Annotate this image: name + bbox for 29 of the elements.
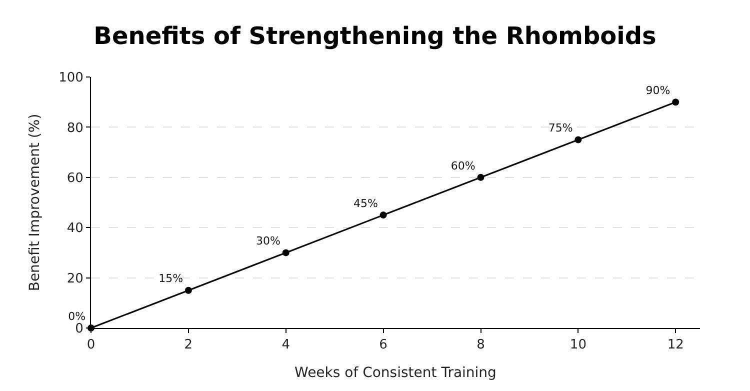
- y-axis-title: Benefit Improvement (%): [27, 114, 44, 292]
- x-tick-label: 0: [86, 338, 96, 353]
- data-label: 75%: [548, 122, 573, 135]
- point: [282, 249, 290, 256]
- y-tick-label: 20: [66, 271, 84, 286]
- point: [574, 136, 582, 144]
- y-tick-label: 40: [66, 221, 84, 236]
- x-tick-label: 8: [476, 338, 485, 353]
- point: [672, 98, 680, 106]
- data-label: 0%: [68, 310, 86, 323]
- data-label: 45%: [353, 196, 378, 210]
- x-tick-label: 12: [667, 338, 684, 353]
- y-tick-label: 100: [58, 70, 84, 86]
- y-tick-label: 80: [66, 120, 84, 136]
- x-tick-label: 4: [282, 338, 290, 353]
- data-label: 30%: [256, 234, 281, 248]
- chart-title: Benefits of Strengthening the Rhomboids: [94, 22, 656, 50]
- data-label: 60%: [450, 159, 476, 172]
- y-tick-label: 0: [75, 322, 84, 337]
- data-label: 90%: [646, 84, 670, 97]
- point: [380, 212, 387, 219]
- x-tick-label: 6: [379, 338, 388, 353]
- x-tick-label: 10: [570, 338, 586, 353]
- point: [477, 174, 484, 181]
- x-axis-title: Weeks of Consistent Training: [294, 364, 496, 381]
- y-tick-label: 60: [66, 170, 84, 186]
- x-tick-label: 2: [184, 338, 193, 353]
- data-label: 15%: [158, 272, 184, 286]
- point: [184, 286, 192, 294]
